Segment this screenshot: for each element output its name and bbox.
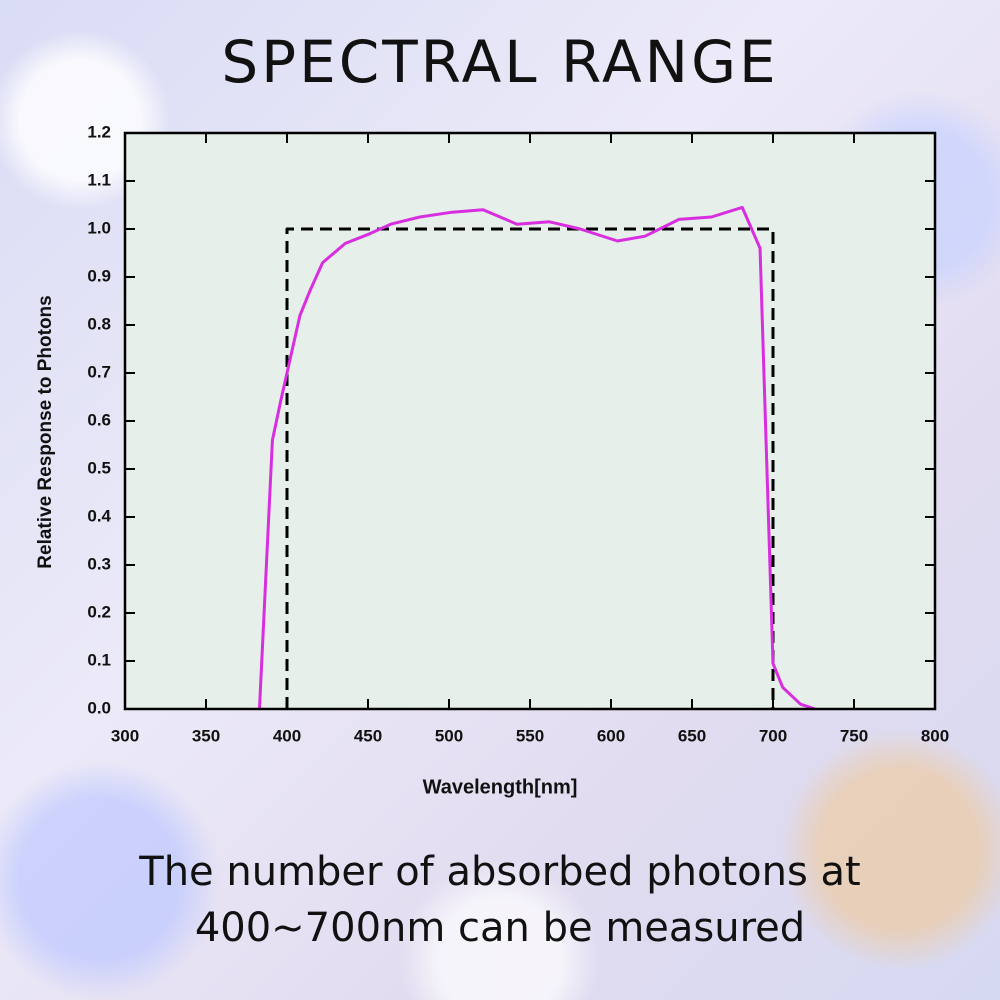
title: SPECTRAL RANGE [221,28,778,96]
plot-frame [123,131,937,711]
x-tick-label: 500 [435,726,463,745]
y-tick-label: 0.8 [87,314,111,333]
x-tick-label: 550 [516,726,544,745]
caption-line: 400~700nm can be measured [195,905,805,951]
plot-area [125,133,935,709]
x-tick-label: 700 [759,726,787,745]
y-tick-label: 0.1 [87,650,111,669]
y-tick-label: 0.2 [87,602,111,621]
y-tick-label: 1.1 [87,170,111,189]
x-tick-label: 300 [111,726,139,745]
y-axis-label: Relative Response to Photons [35,295,56,568]
y-tick-label: 0.9 [87,266,111,285]
series-line [285,227,775,709]
x-tick-label: 600 [597,726,625,745]
series-line [257,205,816,711]
y-tick-label: 1.0 [87,218,111,237]
x-tick-label: 450 [354,726,382,745]
x-tick-label: 350 [192,726,220,745]
y-tick-label: 1.2 [87,122,111,141]
x-tick-label: 400 [273,726,301,745]
x-tick-label: 800 [921,726,949,745]
y-tick-label: 0.3 [87,554,111,573]
x-tick-label: 750 [840,726,868,745]
y-tick-label: 0.6 [87,410,111,429]
x-axis-label: Wavelength[nm] [423,776,578,798]
y-tick-label: 0.0 [87,698,111,717]
x-tick-label: 650 [678,726,706,745]
y-tick-label: 0.5 [87,458,111,477]
y-tick-label: 0.7 [87,362,111,381]
caption-line: The number of absorbed photons at [138,849,860,895]
y-tick-label: 0.4 [87,506,111,525]
